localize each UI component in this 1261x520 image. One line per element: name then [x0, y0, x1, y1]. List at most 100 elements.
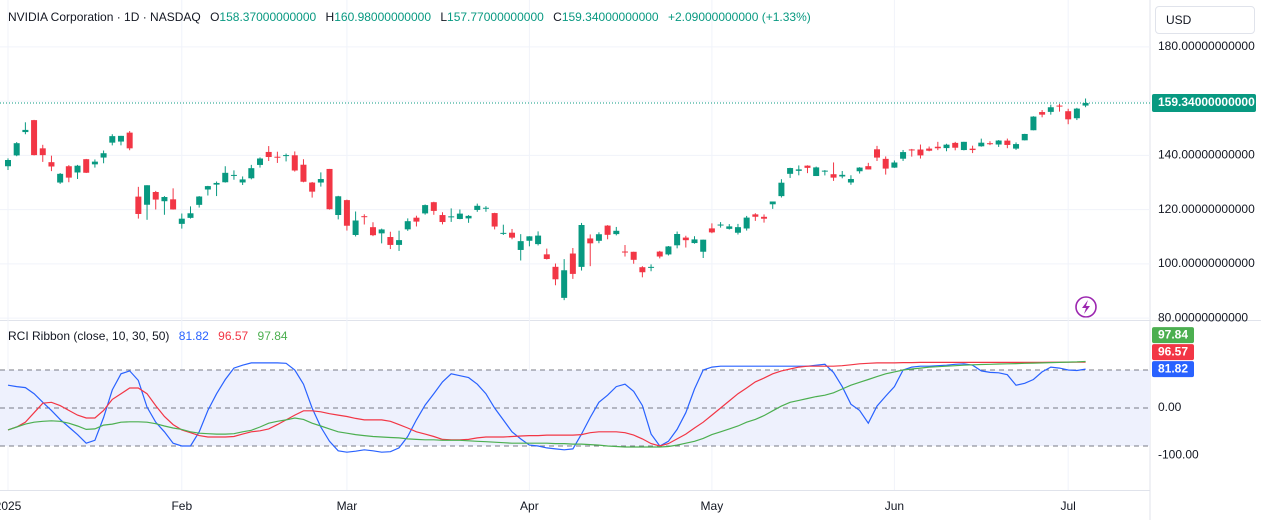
candle-body — [752, 214, 759, 217]
x-tick-label: Jun — [885, 499, 904, 513]
candle-body — [178, 218, 185, 224]
candle-body — [995, 140, 1002, 145]
value-badge — [1152, 344, 1194, 361]
candle-body — [491, 213, 498, 227]
candle-body — [630, 251, 637, 260]
candle-body — [135, 196, 142, 214]
candle-body — [656, 251, 663, 257]
candle-body — [874, 149, 880, 158]
candle-body — [326, 168, 333, 210]
candle-body — [543, 254, 550, 259]
candle-body — [361, 216, 368, 218]
last-price-label: 159.34000000000 — [1158, 95, 1255, 109]
candle-body — [396, 240, 403, 245]
candle-body — [248, 168, 255, 179]
candle-body — [439, 215, 446, 223]
candle-body — [665, 246, 672, 255]
candle-body — [1065, 111, 1072, 120]
candle-body — [430, 202, 437, 211]
candle-body — [1056, 105, 1063, 107]
candle-body — [83, 159, 90, 173]
value-badge-label: 81.82 — [1158, 361, 1188, 375]
y-tick-label: 0.00 — [1158, 400, 1182, 414]
candle-body — [926, 148, 933, 151]
candle-body — [604, 225, 611, 235]
ohlc-item: H160.98000000000 — [326, 10, 431, 24]
candle-body — [91, 161, 98, 165]
ohlc-item: C159.34000000000 — [553, 10, 658, 24]
candle-body — [943, 144, 950, 149]
y-tick-label: -100.00 — [1158, 448, 1199, 462]
candle-body — [691, 239, 698, 244]
candle-body — [422, 205, 429, 214]
ohlc-value: 157.77000000000 — [447, 10, 544, 24]
y-tick-label: 180.00000000000 — [1158, 39, 1255, 53]
currency-button[interactable]: USD — [1155, 6, 1255, 34]
candle-body — [109, 136, 116, 143]
candle-body — [648, 266, 655, 268]
candle-body — [882, 158, 889, 169]
candle-body — [535, 235, 542, 245]
candle-body — [708, 228, 715, 233]
ohlc-item: L157.77000000000 — [440, 10, 543, 24]
indicator-value: 97.84 — [257, 329, 288, 343]
candle-body — [934, 146, 941, 149]
candle-body — [917, 149, 924, 156]
candle-body — [587, 238, 594, 244]
candle-body — [552, 266, 559, 280]
x-tick-label: Mar — [337, 499, 358, 513]
candle-body — [474, 205, 481, 210]
candle-body — [595, 234, 602, 241]
candle-body — [761, 216, 768, 219]
candle-body — [1082, 102, 1089, 106]
value-badge — [1152, 361, 1194, 378]
ohlc-key: H — [325, 10, 335, 24]
candle-body — [65, 166, 72, 178]
candle-body — [613, 230, 620, 235]
candle-body — [31, 120, 38, 156]
candle-body — [213, 182, 220, 185]
candle-body — [978, 142, 985, 147]
value-badge — [1152, 327, 1194, 344]
candle-body — [700, 239, 707, 252]
candle-body — [48, 162, 55, 167]
candle-body — [787, 168, 794, 174]
candle-body — [230, 174, 237, 176]
candle-body — [456, 213, 463, 219]
candle-body — [57, 173, 64, 183]
candle-body — [639, 267, 646, 273]
candle-body — [239, 179, 246, 183]
last-price-badge — [1152, 93, 1256, 112]
candle-body — [952, 142, 959, 148]
candle-body — [1039, 112, 1046, 115]
y-tick-label: 80.00000000000 — [1158, 310, 1248, 324]
candle-body — [865, 166, 872, 170]
candle-body — [283, 155, 290, 157]
y-tick-label: 120.00000000000 — [1158, 202, 1255, 216]
rci-line — [7, 361, 1086, 447]
rci-line — [7, 362, 1086, 453]
candle-body — [1021, 133, 1028, 141]
x-tick-label: Jul — [1061, 499, 1076, 513]
candle-body — [74, 165, 81, 173]
candle-body — [1004, 140, 1011, 145]
candle-body — [152, 192, 159, 200]
candle-body — [1013, 144, 1020, 149]
candle-body — [309, 182, 316, 192]
candles — [5, 98, 1089, 301]
candle-body — [196, 196, 203, 205]
candle-body — [517, 241, 524, 250]
candle-body — [717, 224, 724, 226]
price-change: +2.09000000000 (+1.33%) — [667, 10, 811, 24]
candle-body — [300, 164, 307, 182]
candle-body — [778, 182, 785, 197]
candle-body — [674, 234, 681, 246]
candle-body — [769, 201, 776, 205]
candle-body — [821, 170, 828, 172]
candle-body — [448, 216, 455, 218]
candle-body — [100, 153, 107, 158]
candle-body — [1030, 116, 1037, 131]
candle-body — [274, 156, 281, 158]
candle-body — [144, 185, 151, 205]
ohlc-key: O — [210, 10, 220, 24]
